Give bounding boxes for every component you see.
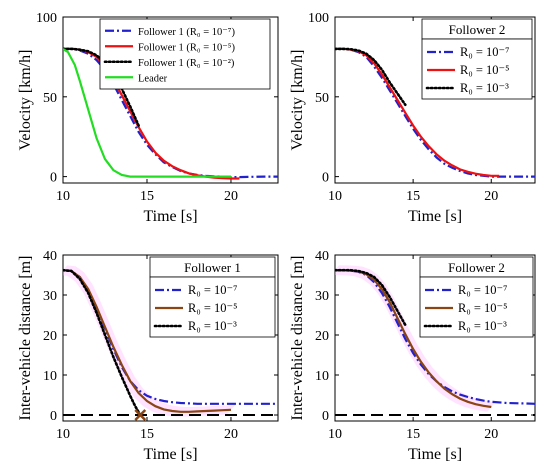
x-axis-label: Time [s] (408, 208, 462, 225)
y-tick-label: 100 (36, 11, 57, 26)
x-tick-label: 15 (140, 427, 154, 442)
x-tick-label: 15 (406, 427, 420, 442)
y-tick-label: 0 (322, 171, 329, 186)
legend-entry-label: Follower 1 (R₀ = 10⁻²) (138, 58, 235, 69)
x-tick-label: 20 (484, 427, 498, 442)
legend-entry-label: R₀ = 10⁻⁵ (188, 301, 237, 315)
y-axis-label: Velocity [km/h] (17, 50, 34, 151)
y-tick-label: 30 (43, 289, 57, 304)
legend: Follower 1 R₀ = 10⁻⁷ R₀ = 10⁻⁵ R₀ = 10⁻³ (149, 256, 276, 338)
legend: Follower 1 (R₀ = 10⁻⁷) Follower 1 (R₀ = 1… (99, 18, 271, 90)
y-axis-label: Inter-vehicle distance [m] (17, 256, 34, 421)
series-line-1 (63, 269, 278, 405)
legend-entry-label: Leader (138, 73, 168, 84)
y-tick-label: 0 (322, 409, 329, 424)
y-tick-label: 50 (43, 91, 57, 106)
legend-title: Follower 2 (448, 260, 505, 275)
y-axis-label: Inter-vehicle distance [m] (289, 256, 306, 421)
legend-entry-label: R₀ = 10⁻³ (460, 81, 509, 95)
y-axis-label: Velocity [km/h] (289, 50, 306, 151)
x-tick-label: 10 (56, 427, 70, 442)
legend-entry-label: R₀ = 10⁻⁷ (188, 283, 237, 297)
legend-title: Follower 2 (449, 22, 506, 37)
collision-x-marker (134, 409, 147, 421)
x-tick-label: 20 (224, 189, 238, 204)
series-line-3 (63, 268, 142, 417)
y-tick-label: 10 (43, 369, 57, 384)
chart-panel-4: 10 15 20 0 10 20 30 40 Time [s] Inter-vehicle dis… (289, 249, 536, 463)
y-tick-label: 50 (315, 91, 329, 106)
legend-entry-label: Follower 1 (R₀ = 10⁻⁵) (138, 42, 235, 53)
y-tick-label: 10 (315, 369, 329, 384)
series-line-3 (335, 268, 407, 327)
legend-entry-label: R₀ = 10⁻³ (188, 319, 237, 333)
x-tick-label: 20 (484, 189, 498, 204)
chart-panel-2: 10 15 20 0 50 100 Time [s] Velocity [km/h] Follo… (289, 11, 536, 225)
x-axis-label: Time [s] (143, 446, 197, 463)
y-tick-label: 100 (308, 11, 329, 26)
y-tick-label: 0 (50, 409, 57, 424)
chart-panel-3: 10 15 20 0 10 20 30 40 Time [s] Inter-vehicle dis… (17, 249, 279, 463)
x-tick-label: 10 (328, 427, 342, 442)
legend: Follower 2 R₀ = 10⁻⁷ R₀ = 10⁻⁵ R₀ = 10⁻³ (421, 18, 533, 100)
legend-entry-label: R₀ = 10⁻⁷ (460, 45, 509, 59)
x-tick-label: 15 (406, 189, 420, 204)
x-tick-label: 15 (140, 189, 154, 204)
legend-entry-label: R₀ = 10⁻³ (458, 319, 507, 333)
y-tick-label: 20 (43, 329, 57, 344)
y-tick-label: 0 (50, 171, 57, 186)
legend: Follower 2 R₀ = 10⁻⁷ R₀ = 10⁻⁵ R₀ = 10⁻³ (419, 256, 534, 338)
legend-entry-label: Follower 1 (R₀ = 10⁻⁷) (138, 27, 235, 38)
series-line-2 (63, 269, 232, 413)
y-tick-label: 40 (315, 249, 329, 264)
series-line-3 (335, 47, 407, 107)
series-line-4 (63, 47, 231, 178)
x-axis-label: Time [s] (408, 446, 462, 463)
y-tick-label: 40 (43, 249, 57, 264)
legend-entry-label: R₀ = 10⁻⁵ (458, 301, 507, 315)
x-tick-label: 10 (56, 189, 70, 204)
x-tick-label: 20 (224, 427, 238, 442)
legend-entry-label: R₀ = 10⁻⁷ (458, 283, 507, 297)
y-tick-label: 20 (315, 329, 329, 344)
y-tick-label: 30 (315, 289, 329, 304)
chart-panel-1: 10 15 20 0 50 100 Time [s] Velocity [km/h] Follo… (17, 11, 279, 225)
legend-title: Follower 1 (184, 260, 241, 275)
legend-entry-label: R₀ = 10⁻⁵ (460, 63, 509, 77)
x-tick-label: 10 (328, 189, 342, 204)
series-line-1 (335, 47, 535, 178)
x-axis-label: Time [s] (143, 208, 197, 225)
